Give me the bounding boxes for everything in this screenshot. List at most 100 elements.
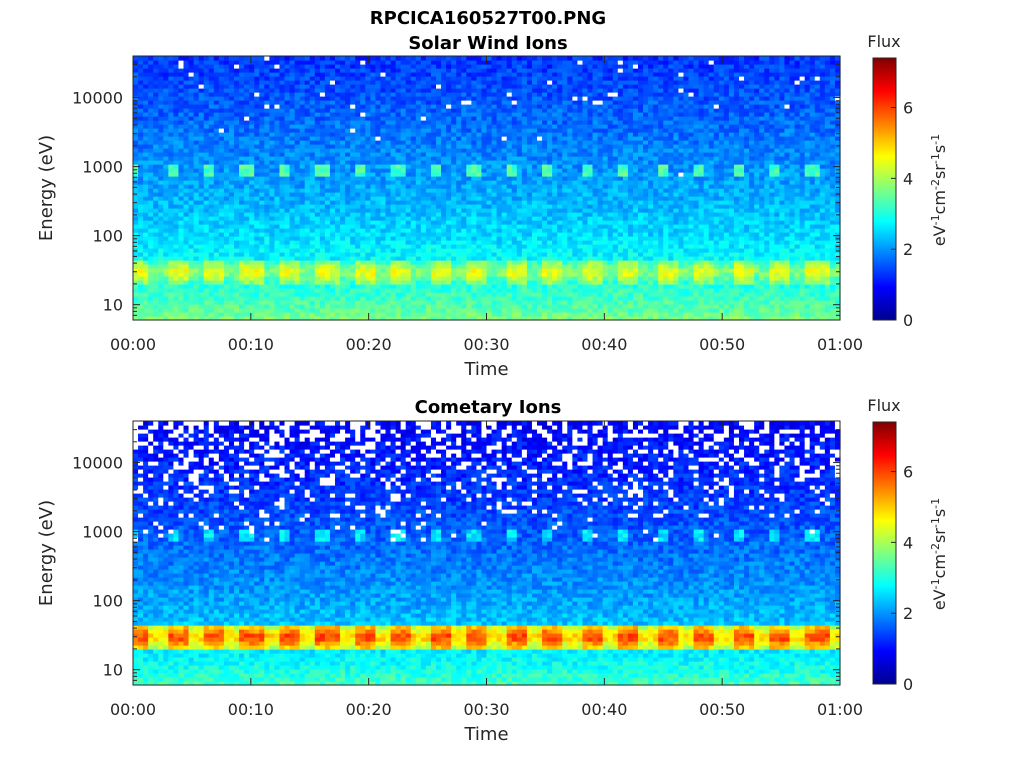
heatmap-cell (506, 176, 513, 181)
heatmap-cell (153, 288, 159, 293)
heatmap-cell (249, 180, 255, 185)
heatmap-cell (345, 200, 351, 205)
heatmap-cell (713, 180, 720, 185)
heatmap-cell (173, 272, 180, 277)
heatmap-cell (577, 180, 584, 185)
heatmap-cell (415, 280, 422, 285)
heatmap-cell (208, 176, 215, 181)
heatmap-cell (683, 312, 690, 317)
heatmap-cell (370, 316, 376, 321)
heatmap-cell (329, 244, 336, 249)
heatmap-cell (612, 240, 619, 245)
heatmap-cell (754, 308, 760, 313)
heatmap-cell (441, 232, 447, 237)
heatmap-cell (451, 228, 457, 233)
heatmap-cell (188, 200, 195, 205)
heatmap-cell (436, 224, 442, 229)
heatmap-cell (617, 256, 624, 261)
heatmap-cell (213, 308, 220, 313)
heatmap-cell (425, 188, 432, 193)
heatmap-cell (259, 224, 265, 229)
heatmap-cell (683, 228, 690, 233)
heatmap-cell (769, 260, 775, 265)
heatmap-cell (284, 276, 291, 281)
heatmap-cell (653, 296, 659, 301)
heatmap-cell (365, 280, 371, 285)
heatmap-cell (133, 228, 139, 233)
heatmap-cell (486, 288, 493, 293)
heatmap-cell (703, 236, 710, 241)
heatmap-cell (345, 192, 351, 197)
heatmap-cell (415, 208, 422, 213)
heatmap-cell (193, 296, 200, 301)
heatmap-cell (526, 204, 533, 209)
heatmap-cell (779, 264, 786, 269)
heatmap-cell (749, 180, 755, 185)
heatmap-cell (203, 284, 210, 289)
heatmap-cell (688, 196, 695, 201)
heatmap-cell (264, 252, 270, 257)
heatmap-cell (739, 180, 745, 185)
heatmap-cell (612, 212, 619, 217)
heatmap-cell (819, 292, 826, 297)
heatmap-cell (259, 188, 265, 193)
heatmap-cell (809, 304, 816, 309)
heatmap-cell (203, 180, 210, 185)
heatmap-cell (617, 208, 624, 213)
heatmap-cell (602, 312, 609, 317)
heatmap-cell (345, 252, 351, 257)
heatmap-cell (304, 204, 311, 209)
heatmap-cell (824, 220, 831, 225)
heatmap-cell (350, 232, 356, 237)
heatmap-cell (173, 224, 180, 229)
heatmap-cell (577, 212, 584, 217)
heatmap-cell (259, 256, 265, 261)
heatmap-cell (259, 288, 265, 293)
heatmap-cell (375, 212, 382, 217)
heatmap-cell (410, 212, 417, 217)
heatmap-cell (269, 268, 275, 273)
heatmap-cell (415, 312, 422, 317)
heatmap-cell (193, 180, 200, 185)
heatmap-cell (648, 236, 654, 241)
heatmap-cell (612, 256, 619, 261)
heatmap-cell (239, 196, 245, 201)
heatmap-cell (410, 176, 417, 181)
heatmap-cell (350, 244, 356, 249)
heatmap-cell (582, 240, 589, 245)
heatmap-cell (592, 312, 599, 317)
heatmap-cell (223, 280, 230, 285)
heatmap-cell (340, 284, 346, 289)
heatmap-cell (698, 200, 705, 205)
heatmap-cell (521, 268, 528, 273)
heatmap-cell (360, 264, 366, 269)
heatmap-cell (511, 268, 518, 273)
heatmap-cell (663, 264, 669, 269)
heatmap-cell (617, 212, 624, 217)
heatmap-cell (542, 248, 548, 253)
heatmap-cell (188, 276, 195, 281)
heatmap-cell (350, 212, 356, 217)
heatmap-cell (173, 308, 180, 313)
heatmap-cell (264, 232, 270, 237)
heatmap-cell (794, 280, 801, 285)
heatmap-cell (496, 216, 503, 221)
heatmap-cell (234, 220, 240, 225)
heatmap-cell (178, 212, 185, 217)
heatmap-cell (829, 188, 836, 193)
heatmap-cell (223, 304, 230, 309)
heatmap-cell (385, 236, 392, 241)
heatmap-cell (824, 264, 831, 269)
heatmap-cell (658, 180, 664, 185)
heatmap-cell (244, 252, 250, 257)
heatmap-cell (491, 188, 498, 193)
heatmap-cell (824, 216, 831, 221)
heatmap-cell (703, 304, 710, 309)
heatmap-cell (547, 264, 553, 269)
heatmap-cell (718, 300, 725, 305)
heatmap-cell (653, 288, 659, 293)
heatmap-cell (769, 268, 775, 273)
heatmap-cell (698, 228, 705, 233)
heatmap-cell (410, 296, 417, 301)
